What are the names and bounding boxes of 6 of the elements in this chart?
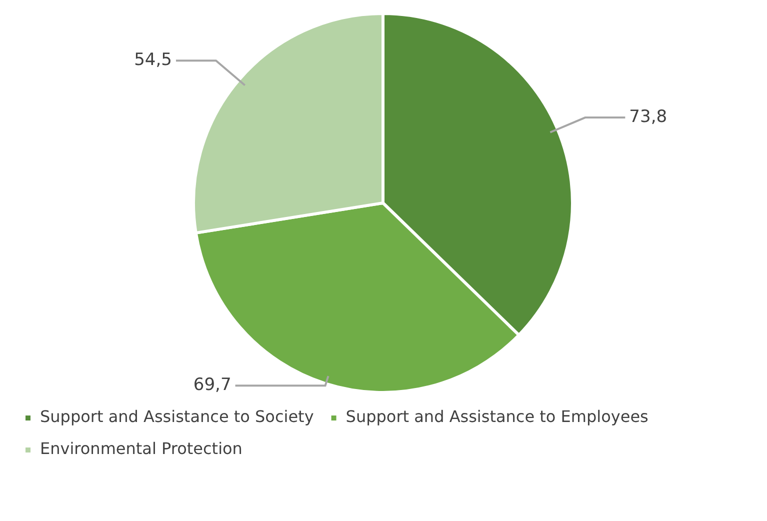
- data-label: 69,7: [193, 375, 232, 396]
- legend-label: Support and Assistance to Society: [40, 407, 314, 426]
- legend-label: Support and Assistance to Employees: [346, 407, 648, 426]
- data-label: 54,5: [134, 50, 172, 70]
- data-label: 73,8: [629, 106, 668, 127]
- legend-label: Environmental Protection: [40, 439, 242, 458]
